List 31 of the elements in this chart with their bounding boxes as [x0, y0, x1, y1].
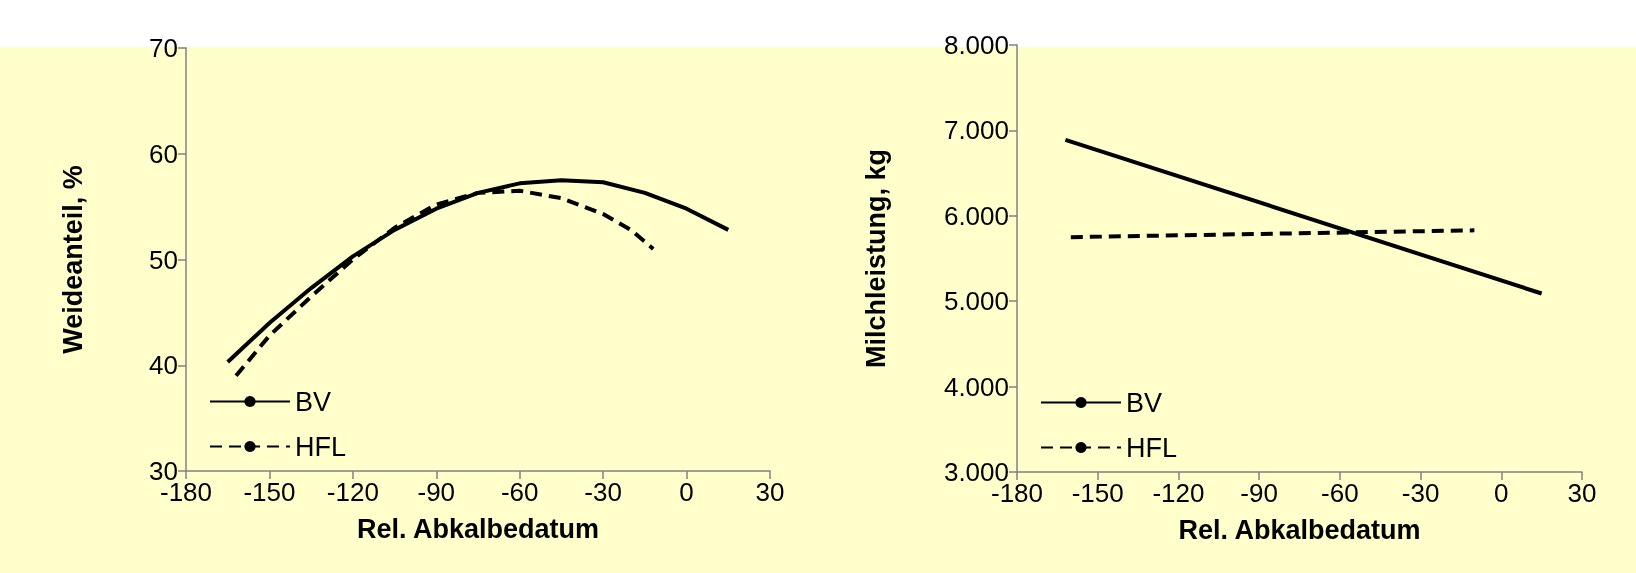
x-tick-label: -60: [1321, 478, 1359, 508]
x-axis-title: Rel. Abkalbedatum: [1178, 514, 1421, 545]
legend-label: BV: [1126, 387, 1163, 418]
x-tick-label: -150: [243, 477, 296, 507]
y-tick-label: 70: [149, 33, 178, 63]
y-tick-label: 5.000: [943, 286, 1009, 317]
y-tick-label: 50: [149, 244, 178, 275]
y-tick-label: 60: [149, 138, 178, 169]
x-tick-label: 30: [755, 477, 785, 507]
x-axis-title: Rel. Abkalbedatum: [356, 513, 600, 544]
y-axis-title: Weideanteil, %: [57, 165, 88, 354]
x-tick-label: -90: [1240, 478, 1278, 508]
x-tick-label: 0: [679, 477, 694, 507]
y-tick-label: 6.000: [943, 200, 1009, 231]
legend-label: HFL: [1126, 432, 1178, 463]
legend-label: BV: [295, 386, 332, 417]
x-tick-label: -30: [1401, 478, 1440, 508]
y-tick-label: 8.000: [943, 30, 1009, 60]
x-tick-label: -120: [326, 477, 379, 507]
x-tick-label: -120: [1152, 478, 1205, 508]
y-tick-label: 4.000: [943, 371, 1009, 402]
y-axis-title: Milchleistung, kg: [860, 148, 891, 369]
y-tick-label: 40: [149, 350, 178, 381]
x-tick-label: 30: [1567, 478, 1597, 508]
x-tick-label: -150: [1071, 478, 1124, 508]
x-tick-label: -30: [584, 477, 622, 507]
x-tick-label: -60: [500, 477, 539, 507]
y-tick-label: 7.000: [943, 115, 1009, 146]
x-tick-label: -90: [417, 477, 456, 507]
x-tick-label: 0: [1494, 478, 1509, 508]
legend-label: HFL: [295, 431, 347, 462]
